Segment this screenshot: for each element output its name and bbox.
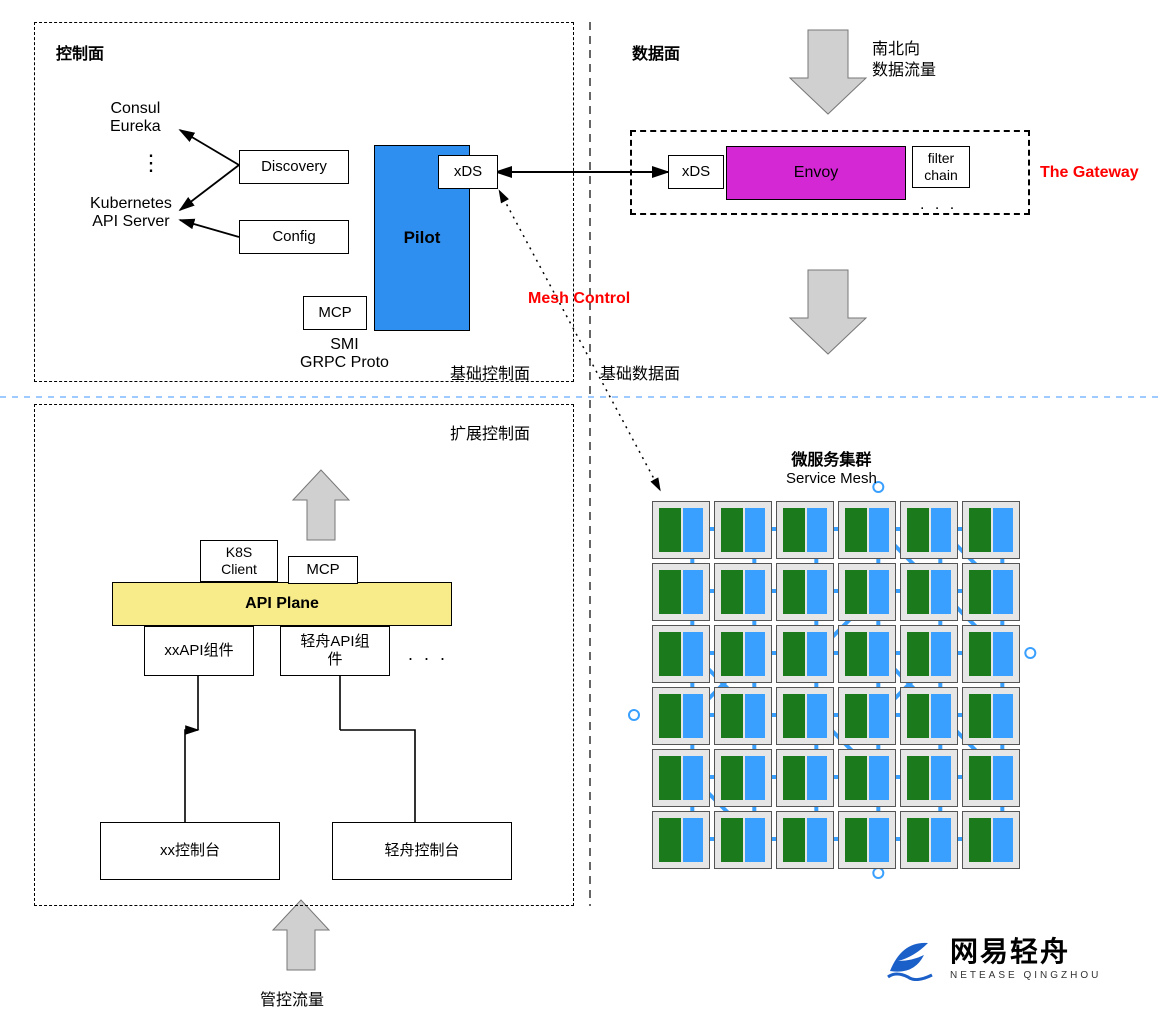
qz-api-label: 轻舟API组件 bbox=[300, 633, 369, 669]
vdots-icon: ⋮ bbox=[140, 150, 162, 176]
config-label: Config bbox=[272, 228, 315, 246]
mesh-cell bbox=[962, 687, 1020, 745]
mcp-label: MCP bbox=[318, 304, 351, 322]
mesh-cell bbox=[900, 501, 958, 559]
mesh-cell bbox=[838, 749, 896, 807]
envoy-label: Envoy bbox=[794, 164, 838, 182]
ns-traffic-label: 南北向 数据流量 bbox=[872, 40, 936, 82]
ns-traffic-line1: 南北向 bbox=[872, 41, 920, 58]
mesh-cell bbox=[652, 563, 710, 621]
mesh-cell bbox=[652, 501, 710, 559]
qz-console-label: 轻舟控制台 bbox=[384, 842, 459, 860]
smi-line1: SMI bbox=[330, 336, 358, 353]
mesh-cell bbox=[652, 625, 710, 683]
mcp2-box: MCP bbox=[288, 556, 358, 584]
mesh-control-label: Mesh Control bbox=[528, 290, 630, 308]
service-mesh-en: Service Mesh bbox=[786, 470, 877, 487]
api-dots: . . . bbox=[408, 644, 448, 665]
mesh-cell bbox=[714, 625, 772, 683]
api-plane-box: API Plane bbox=[112, 582, 452, 626]
mesh-cell bbox=[714, 501, 772, 559]
k8s-client-label: K8SClient bbox=[221, 544, 257, 578]
mesh-cell bbox=[900, 625, 958, 683]
envoy-block: Envoy bbox=[726, 146, 906, 200]
mesh-cell bbox=[776, 563, 834, 621]
smi-label: SMI GRPC Proto bbox=[300, 336, 389, 372]
qz-console-box: 轻舟控制台 bbox=[332, 822, 512, 880]
xds-left-label: xDS bbox=[454, 163, 482, 181]
xds-left-box: xDS bbox=[438, 155, 498, 189]
diagram-root: 控制面 数据面 南北向 数据流量 Consul Eureka ⋮ Kuberne… bbox=[0, 0, 1158, 1012]
eureka-label: Eureka bbox=[110, 118, 161, 135]
ns-traffic-line2: 数据流量 bbox=[872, 62, 936, 79]
k8s-client-box: K8SClient bbox=[200, 540, 278, 582]
smi-line2: GRPC Proto bbox=[300, 354, 389, 371]
data-plane-title: 数据面 bbox=[632, 40, 680, 64]
xx-api-box: xxAPI组件 bbox=[144, 626, 254, 676]
mesh-cell bbox=[838, 501, 896, 559]
mesh-cell bbox=[962, 625, 1020, 683]
xds-right-label: xDS bbox=[682, 163, 710, 181]
base-control-label: 基础控制面 bbox=[450, 360, 530, 384]
api-plane-label: API Plane bbox=[245, 595, 319, 613]
mesh-cell bbox=[838, 811, 896, 869]
brand-en: NETEASE QINGZHOU bbox=[950, 970, 1101, 981]
qz-api-box: 轻舟API组件 bbox=[280, 626, 390, 676]
envoy-dots: . . . bbox=[920, 196, 957, 214]
mesh-cell bbox=[962, 501, 1020, 559]
mesh-cell bbox=[714, 749, 772, 807]
mesh-cell bbox=[776, 811, 834, 869]
mesh-cell bbox=[900, 811, 958, 869]
mesh-cell bbox=[714, 811, 772, 869]
mesh-cell bbox=[900, 563, 958, 621]
filter-chain-label: filterchain bbox=[924, 150, 957, 184]
config-box: Config bbox=[239, 220, 349, 254]
mcp-box: MCP bbox=[303, 296, 367, 330]
discovery-label: Discovery bbox=[261, 158, 327, 176]
xx-api-label: xxAPI组件 bbox=[164, 642, 233, 660]
mesh-cell bbox=[652, 749, 710, 807]
mesh-cell bbox=[776, 749, 834, 807]
mesh-cell bbox=[962, 749, 1020, 807]
service-mesh-cn: 微服务集群 bbox=[791, 452, 871, 469]
xds-right-box: xDS bbox=[668, 155, 724, 189]
mesh-cell bbox=[714, 563, 772, 621]
discovery-box: Discovery bbox=[239, 150, 349, 184]
mesh-cell bbox=[652, 687, 710, 745]
mgmt-traffic-label: 管控流量 bbox=[260, 986, 324, 1010]
consul-label: Consul bbox=[110, 100, 160, 117]
mesh-cell bbox=[838, 563, 896, 621]
pilot-label: Pilot bbox=[404, 228, 441, 248]
base-data-label: 基础数据面 bbox=[600, 360, 680, 384]
mesh-cell bbox=[714, 687, 772, 745]
k8s-api-label: Kubernetes API Server bbox=[90, 195, 172, 231]
filter-chain-box: filterchain bbox=[912, 146, 970, 188]
service-mesh-title: 微服务集群 Service Mesh bbox=[786, 446, 877, 488]
mesh-cell bbox=[900, 687, 958, 745]
mesh-cell bbox=[776, 687, 834, 745]
mesh-cell bbox=[776, 501, 834, 559]
xx-console-label: xx控制台 bbox=[160, 842, 220, 860]
mesh-cell bbox=[962, 563, 1020, 621]
consul-eureka-label: Consul Eureka bbox=[110, 100, 161, 136]
apiserver-label: API Server bbox=[92, 213, 169, 230]
mcp2-label: MCP bbox=[306, 561, 339, 579]
mesh-cell bbox=[838, 687, 896, 745]
k8s-label: Kubernetes bbox=[90, 195, 172, 212]
qingzhou-icon bbox=[884, 931, 938, 981]
mesh-cell bbox=[776, 625, 834, 683]
mesh-cell bbox=[652, 811, 710, 869]
mesh-cell bbox=[962, 811, 1020, 869]
mesh-cell bbox=[900, 749, 958, 807]
mesh-cell bbox=[838, 625, 896, 683]
control-plane-title: 控制面 bbox=[56, 40, 104, 64]
brand-logo: 网易轻舟 NETEASE QINGZHOU bbox=[884, 930, 1101, 981]
xx-console-box: xx控制台 bbox=[100, 822, 280, 880]
gateway-label: The Gateway bbox=[1040, 164, 1139, 182]
brand-cn: 网易轻舟 bbox=[950, 930, 1101, 970]
